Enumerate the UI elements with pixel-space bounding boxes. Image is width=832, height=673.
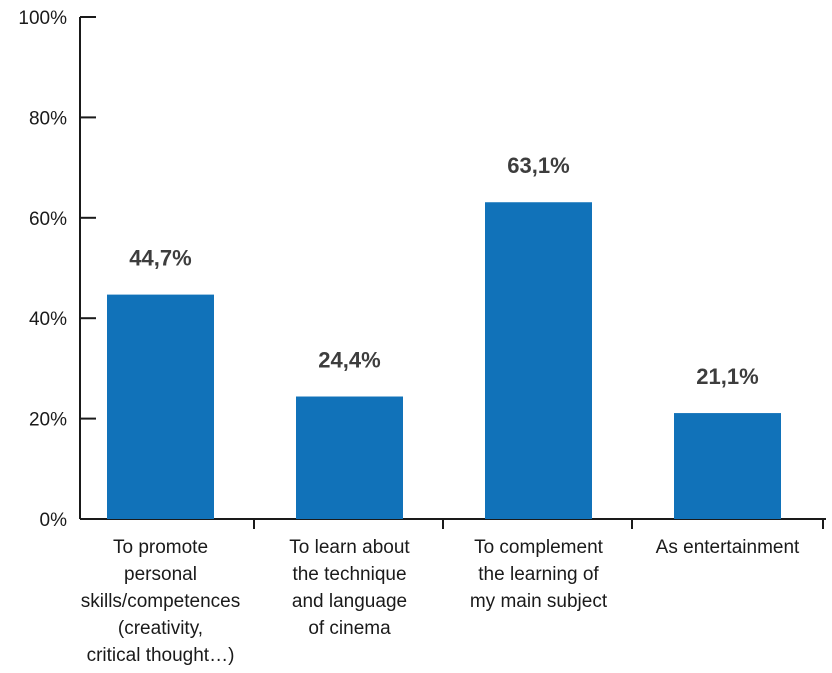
- category-label-line: skills/competences: [81, 591, 240, 612]
- category-label-line: To learn about: [289, 537, 410, 558]
- y-tick-label: 60%: [29, 209, 67, 230]
- category-label: As entertainment: [656, 537, 800, 558]
- category-label: To learn about the technique and language o…: [289, 537, 410, 639]
- category-label-line: personal: [124, 564, 197, 585]
- y-axis-ticks: 0% 20% 40% 60% 80% 100%: [18, 8, 96, 531]
- x-axis-ticks: [253, 519, 824, 529]
- bar: [107, 294, 214, 519]
- category-label-line: my main subject: [470, 591, 608, 612]
- category-label-line: To promote: [113, 537, 208, 558]
- category-label: To promote personal skills/competences (cre…: [81, 537, 240, 666]
- category-label-line: To complement: [474, 537, 604, 558]
- category-label-line: As entertainment: [656, 537, 800, 558]
- y-tick-label: 0%: [40, 510, 68, 531]
- category-labels: To promote personal skills/competences (cre…: [81, 537, 800, 666]
- bars: [107, 202, 781, 519]
- data-labels: 44,7% 24,4% 63,1% 21,1%: [129, 153, 758, 389]
- data-label: 21,1%: [696, 364, 758, 389]
- category-label: To complement the learning of my main subj…: [470, 537, 608, 612]
- data-label: 63,1%: [507, 153, 569, 178]
- bar: [485, 202, 592, 519]
- y-tick-label: 80%: [29, 108, 67, 129]
- data-label: 44,7%: [129, 246, 191, 271]
- bar: [674, 413, 781, 519]
- category-label-line: of cinema: [308, 618, 391, 639]
- y-tick-label: 100%: [18, 8, 67, 29]
- category-label-line: critical thought…): [87, 645, 235, 666]
- data-label: 24,4%: [318, 348, 380, 373]
- category-label-line: the technique: [292, 564, 406, 585]
- category-label-line: (creativity,: [118, 618, 203, 639]
- category-label-line: and language: [292, 591, 407, 612]
- category-label-line: the learning of: [478, 564, 599, 585]
- bar: [296, 396, 403, 519]
- y-tick-label: 40%: [29, 309, 67, 330]
- y-tick-label: 20%: [29, 410, 67, 431]
